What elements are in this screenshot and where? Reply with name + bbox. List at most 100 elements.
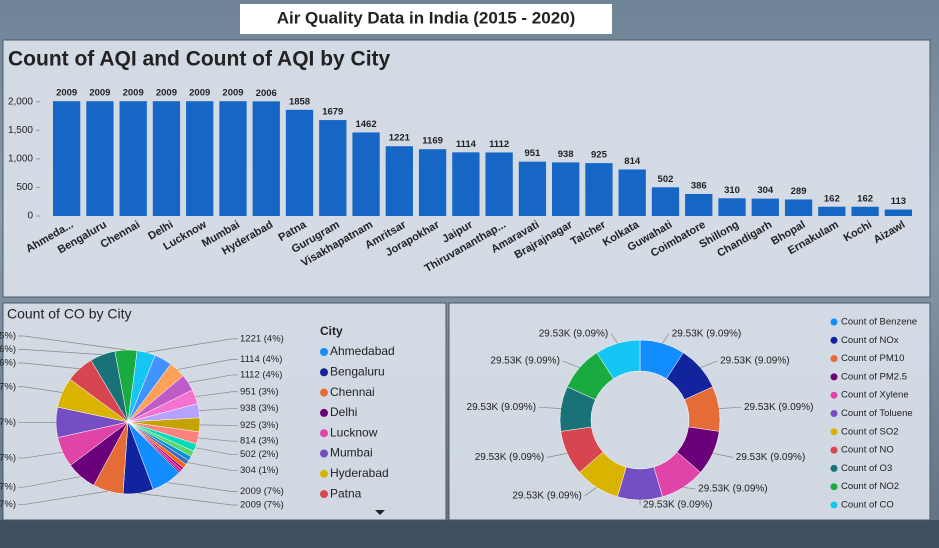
data-label: 29.53K (9.09%) bbox=[698, 484, 768, 495]
legend-label: Count of NO bbox=[841, 445, 894, 456]
legend-swatch bbox=[830, 501, 838, 509]
leader-line bbox=[138, 492, 238, 506]
leader-line bbox=[18, 335, 127, 351]
legend-swatch bbox=[830, 355, 838, 363]
legend-label: Count of O3 bbox=[841, 463, 892, 474]
data-label: 29.53K (9.09%) bbox=[539, 328, 609, 339]
data-label: 2006 bbox=[256, 88, 277, 99]
bar bbox=[552, 162, 580, 216]
legend-swatch bbox=[320, 348, 328, 356]
legend-label: Lucknow bbox=[330, 425, 378, 439]
data-label: 2006 (7%) bbox=[0, 381, 16, 392]
leader-line bbox=[195, 391, 238, 398]
data-label: 29.53K (9.09%) bbox=[736, 452, 806, 463]
legend-swatch bbox=[320, 449, 328, 458]
bar bbox=[818, 206, 846, 216]
data-label: 29.53K (9.09%) bbox=[490, 356, 560, 367]
legend-swatch bbox=[830, 391, 838, 399]
data-label: 925 (3%) bbox=[240, 420, 279, 431]
bar bbox=[219, 101, 247, 216]
bar bbox=[152, 101, 181, 216]
data-label: 2009 (7%) bbox=[0, 417, 16, 428]
dashboard-title: Air Quality Data in India (2015 - 2020) bbox=[277, 8, 576, 27]
data-label: 1112 (4%) bbox=[240, 369, 282, 380]
legend-swatch bbox=[830, 483, 838, 491]
bar bbox=[319, 120, 347, 216]
leader-line bbox=[562, 360, 580, 368]
data-label: 386 bbox=[691, 180, 707, 191]
data-label: 289 bbox=[791, 186, 807, 197]
data-label: 113 bbox=[891, 196, 906, 207]
legend-label: Ahmedabad bbox=[330, 344, 395, 358]
data-label: 310 bbox=[724, 185, 740, 196]
legend-swatch bbox=[830, 336, 838, 344]
bar bbox=[585, 163, 613, 216]
data-label: 2009 bbox=[156, 88, 177, 99]
data-label: 2009 bbox=[222, 88, 243, 99]
legend-title: City bbox=[320, 324, 343, 338]
y-tick-label: 1,500 bbox=[8, 125, 33, 136]
pie-title: Count of CO by City bbox=[7, 306, 132, 322]
legend-swatch bbox=[830, 464, 838, 472]
legend-swatch bbox=[320, 368, 328, 377]
data-label: 1169 bbox=[422, 136, 443, 147]
data-label: 2009 (7%) bbox=[0, 482, 16, 493]
leader-line bbox=[683, 486, 696, 490]
bar bbox=[52, 101, 81, 216]
data-label: 938 (3%) bbox=[240, 403, 279, 414]
legend-scroll[interactable] bbox=[375, 510, 385, 515]
bar bbox=[252, 101, 280, 216]
data-label: 951 bbox=[524, 148, 541, 159]
leader-line bbox=[712, 452, 733, 458]
data-label: 29.53K (9.09%) bbox=[475, 452, 545, 463]
leader-line bbox=[584, 487, 597, 496]
bar bbox=[285, 109, 314, 216]
data-label: 29.53K (9.09%) bbox=[467, 402, 537, 413]
leader-line bbox=[610, 333, 618, 344]
data-label: 938 bbox=[558, 149, 574, 160]
leader-line bbox=[719, 406, 741, 409]
legend-label: Count of CO bbox=[841, 500, 894, 511]
bar bbox=[385, 146, 413, 216]
leader-line bbox=[18, 386, 63, 393]
data-label: 2009 (7%) bbox=[0, 499, 16, 510]
data-label: 29.53K (9.09%) bbox=[672, 328, 742, 339]
bar bbox=[884, 209, 913, 216]
bar bbox=[119, 101, 147, 216]
legend-swatch bbox=[320, 408, 328, 417]
legend-label: Count of Xylene bbox=[841, 390, 909, 401]
data-label: 162 bbox=[857, 193, 873, 204]
legend-label: Delhi bbox=[330, 405, 357, 419]
bar bbox=[352, 132, 380, 216]
data-label: 2009 (7%) bbox=[0, 453, 16, 464]
data-label: 814 (3%) bbox=[240, 436, 279, 447]
legend-label: Count of SO2 bbox=[841, 426, 899, 437]
leader-line bbox=[187, 462, 238, 471]
bar bbox=[485, 152, 513, 216]
y-tick-label: 0 bbox=[27, 211, 33, 222]
footer-band bbox=[0, 520, 939, 548]
data-label: 1679 bbox=[322, 107, 343, 118]
legend-swatch bbox=[830, 410, 838, 417]
leader-line bbox=[188, 374, 238, 383]
data-label: 29.53K (9.09%) bbox=[720, 356, 790, 367]
data-label: 502 (2%) bbox=[240, 449, 279, 460]
leader-line bbox=[18, 362, 80, 370]
bar bbox=[651, 187, 680, 216]
legend-swatch bbox=[830, 318, 838, 326]
legend-swatch bbox=[830, 446, 838, 454]
legend-label: Bengaluru bbox=[330, 364, 385, 378]
bar bbox=[618, 169, 646, 216]
data-label: 1858 (6%) bbox=[0, 358, 16, 369]
legend-swatch bbox=[830, 428, 838, 436]
leader-line bbox=[177, 359, 238, 370]
bar bbox=[718, 198, 746, 216]
data-label: 1462 (5%) bbox=[0, 331, 16, 342]
legend-swatch bbox=[320, 429, 328, 438]
leader-line bbox=[199, 408, 238, 411]
data-label: 951 (3%) bbox=[240, 386, 279, 397]
data-label: 1114 bbox=[456, 139, 477, 150]
data-label: 1221 bbox=[389, 133, 411, 144]
